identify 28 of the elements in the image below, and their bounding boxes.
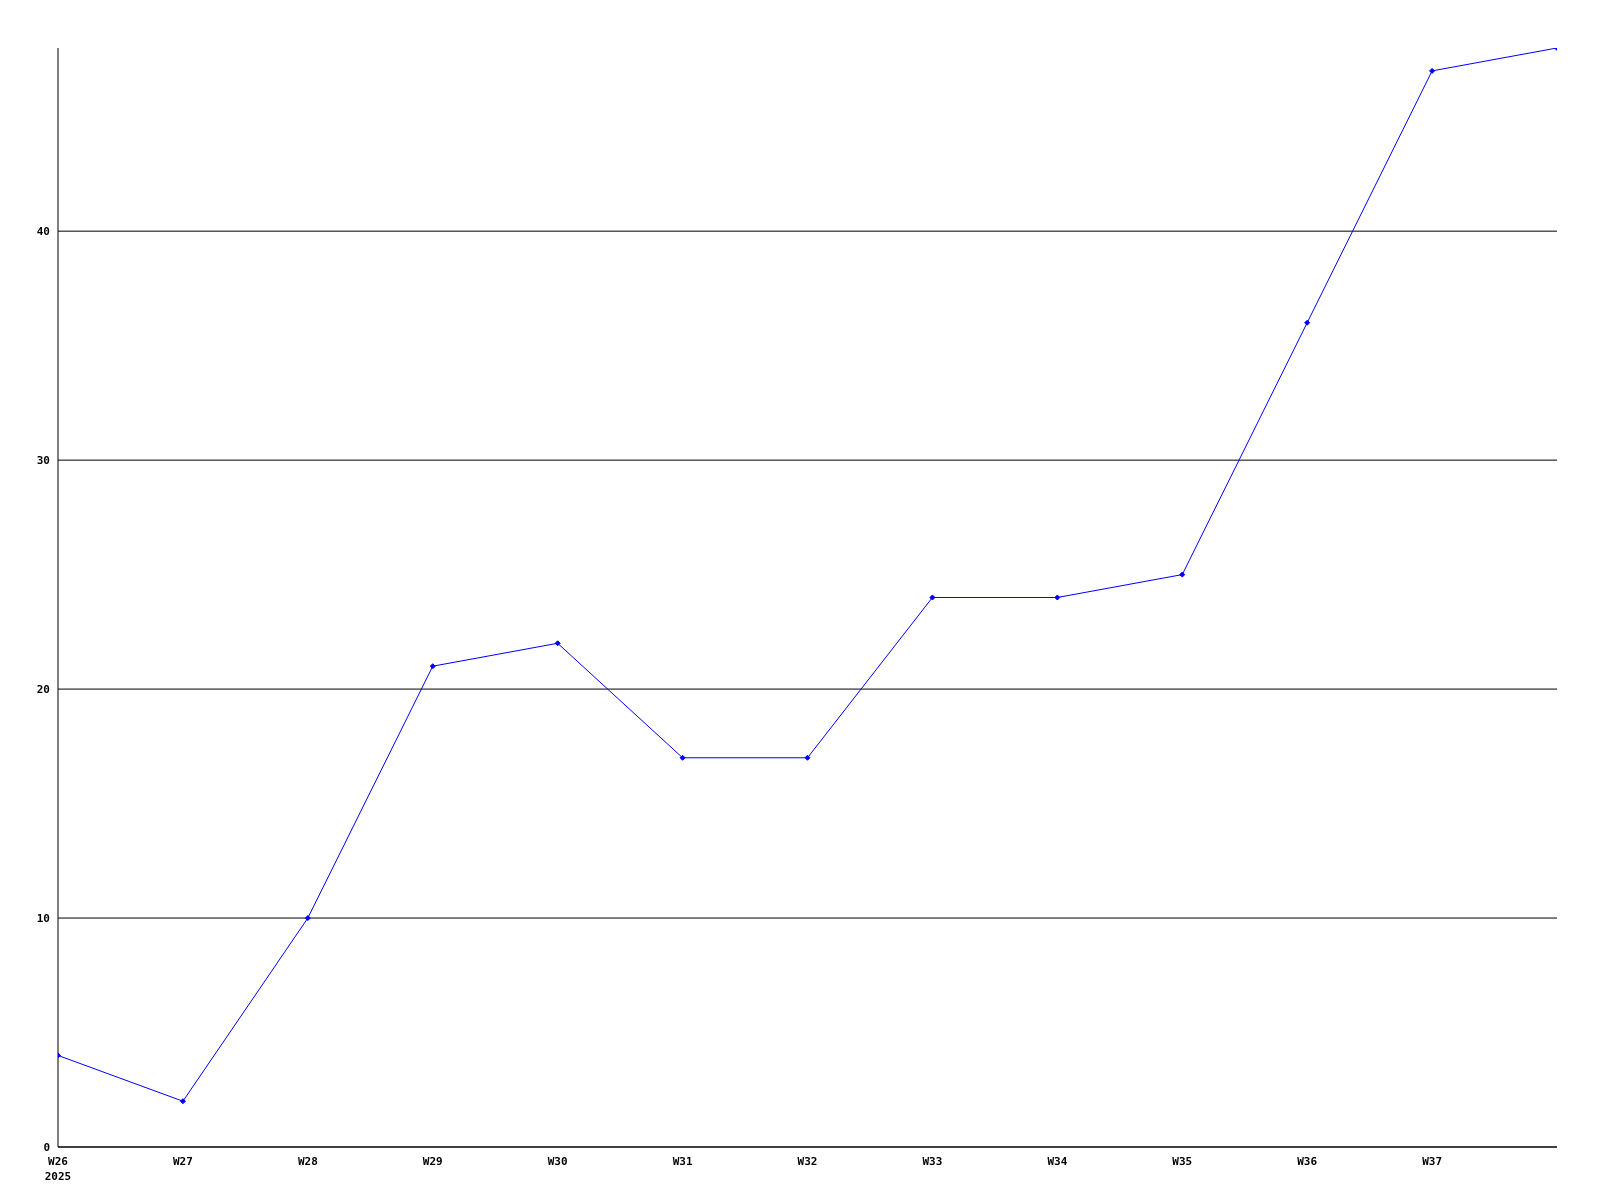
point [1179, 571, 1186, 578]
x-tick-label: W31 [672, 1155, 693, 1168]
y-tick-label: 30 [36, 454, 50, 468]
x-tick-label: W26 2025 [44, 1155, 72, 1183]
point [429, 663, 436, 670]
x-tick-label: W36 [1297, 1155, 1318, 1168]
y-tick-label: 0 [43, 1140, 50, 1154]
y-tick-label: 20 [36, 682, 50, 696]
point [679, 754, 686, 761]
point [929, 594, 936, 601]
x-tick-label: W35 [1172, 1155, 1193, 1168]
y-tick-label: 40 [36, 225, 50, 239]
point [554, 640, 561, 647]
x-tick-label: W33 [922, 1155, 943, 1168]
x-tick-label: W29 [422, 1155, 443, 1168]
point [179, 1098, 186, 1105]
x-tick-label: W28 [297, 1155, 318, 1168]
point [304, 915, 311, 922]
point [1304, 319, 1311, 326]
x-tick-label: W27 [172, 1155, 193, 1168]
point [1054, 594, 1061, 601]
x-tick-label: W32 [797, 1155, 818, 1168]
x-tick-label: W37 [1422, 1155, 1443, 1168]
point [804, 754, 811, 761]
point [1429, 67, 1436, 74]
x-tick-label: W30 [547, 1155, 568, 1168]
x-tick-label: W34 [1047, 1155, 1068, 1168]
y-tick-label: 10 [36, 911, 50, 925]
